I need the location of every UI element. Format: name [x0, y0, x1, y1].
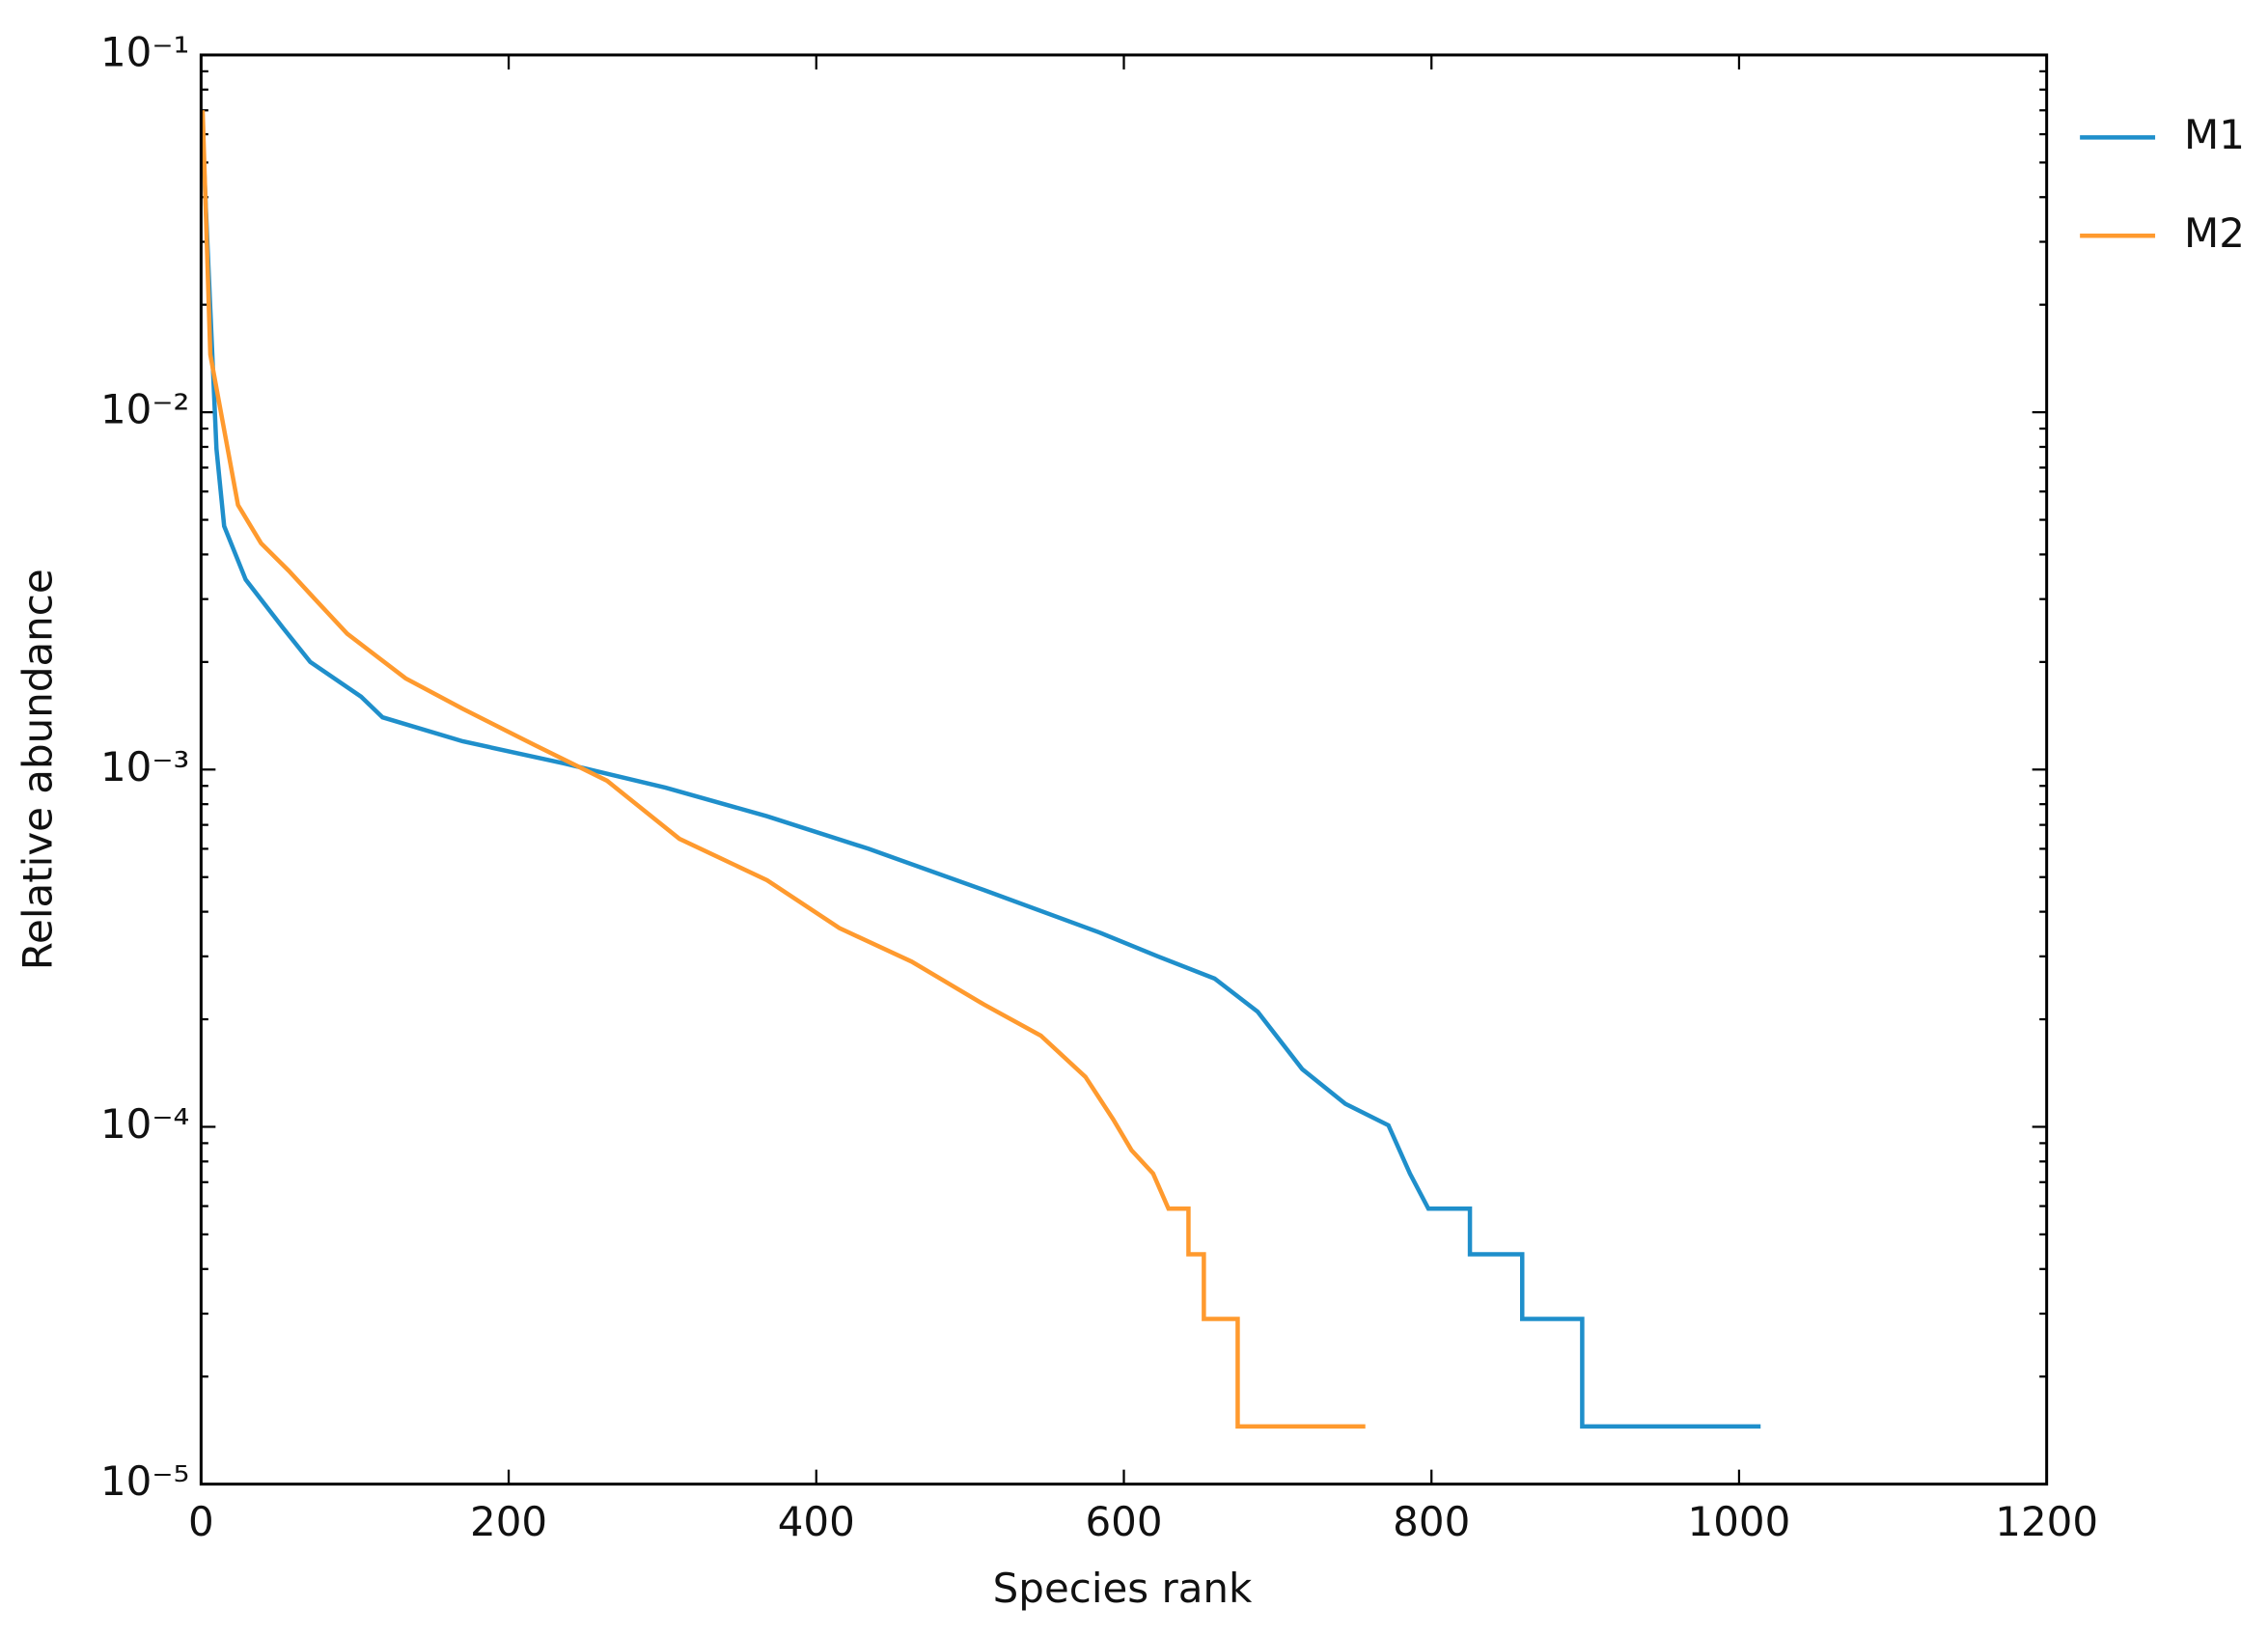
series-line: [200, 133, 1761, 1429]
y-tick-label: 10⁻³: [100, 743, 189, 790]
legend-label: M2: [2184, 209, 2245, 257]
plot-frame: [199, 53, 2049, 1486]
y-tick-label: 10⁻²: [100, 386, 189, 433]
x-tick-label: 600: [1085, 1498, 1162, 1545]
x-axis-label: Species rank: [993, 1565, 1253, 1612]
x-tick-label: 1200: [1995, 1498, 2098, 1545]
y-tick-label: 10⁻⁴: [100, 1100, 189, 1148]
y-tick-label: 10⁻⁵: [100, 1457, 189, 1505]
x-tick-label: 800: [1393, 1498, 1470, 1545]
series-line: [200, 110, 1366, 1429]
y-tick-label: 10⁻¹: [100, 28, 189, 75]
legend-label: M1: [2184, 111, 2245, 158]
x-tick-label: 200: [470, 1498, 547, 1545]
y-axis-label: Relative abundance: [14, 568, 62, 970]
x-tick-label: 1000: [1688, 1498, 1791, 1545]
x-tick-label: 400: [778, 1498, 855, 1545]
x-tick-label: 0: [188, 1498, 214, 1545]
